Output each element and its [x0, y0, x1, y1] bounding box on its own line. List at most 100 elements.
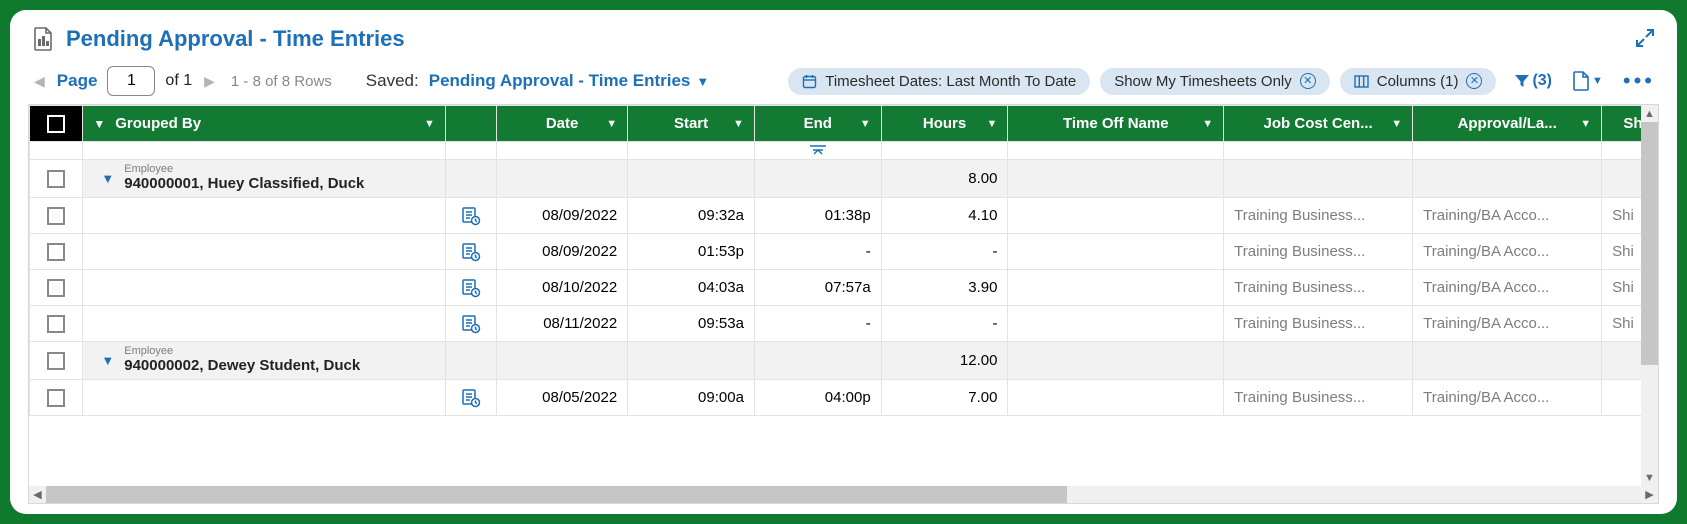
col-job[interactable]: Job Cost Cen...▼ [1224, 106, 1413, 142]
group-cell[interactable]: ▼ Employee940000001, Huey Classified, Duc… [83, 160, 445, 198]
cell-end: - [754, 306, 881, 342]
caret-down-icon: ▼ [1391, 118, 1402, 130]
cell-date: 08/11/2022 [496, 306, 627, 342]
row-checkbox[interactable] [30, 306, 83, 342]
cell-time-off [1008, 380, 1224, 416]
chip-dates-label: Timesheet Dates: Last Month To Date [825, 73, 1076, 90]
more-menu-icon[interactable]: ••• [1623, 68, 1655, 94]
chip-columns-remove-icon[interactable]: ✕ [1466, 73, 1482, 89]
row-checkbox[interactable] [30, 198, 83, 234]
row-checkbox[interactable] [30, 160, 83, 198]
cell-approval: Training/BA Acco... [1413, 198, 1602, 234]
cell-date: 08/05/2022 [496, 380, 627, 416]
timesheet-icon[interactable] [445, 198, 496, 234]
filter-button[interactable]: (3) [1514, 72, 1552, 90]
total-pages: 1 [183, 72, 192, 89]
row-checkbox[interactable] [30, 380, 83, 416]
chip-my-timesheets[interactable]: Show My Timesheets Only ✕ [1100, 68, 1330, 95]
page-input[interactable] [107, 66, 155, 96]
time-entries-table: ▼ Grouped By ▼ Date▼ Start▼ End▼ Hours▼ … [29, 105, 1658, 416]
employee-name: 940000002, Dewey Student, Duck [124, 357, 360, 375]
page-prev-icon[interactable]: ◀ [32, 73, 47, 90]
cell-job: Training Business... [1224, 234, 1413, 270]
chevron-down-icon: ▼ [1592, 75, 1603, 87]
caret-down-icon: ▼ [424, 118, 435, 130]
chevron-down-icon[interactable]: ▼ [101, 171, 114, 186]
col-end[interactable]: End▼ [754, 106, 881, 142]
employee-label: Employee [124, 164, 364, 175]
saved-view-dropdown[interactable]: Pending Approval - Time Entries ▼ [429, 71, 710, 91]
cell-start: 09:32a [628, 198, 755, 234]
page-label: Page [57, 71, 98, 91]
horizontal-scrollbar[interactable]: ◀▶ [29, 486, 1658, 503]
vertical-scrollbar[interactable]: ▲▼ [1641, 105, 1658, 486]
employee-label: Employee [124, 346, 360, 357]
timesheet-icon[interactable] [445, 380, 496, 416]
cell-end: 07:57a [754, 270, 881, 306]
col-grouped-by-label: Grouped By [115, 115, 201, 132]
cell-start: 04:03a [628, 270, 755, 306]
col-date[interactable]: Date▼ [496, 106, 627, 142]
cell-date: 08/10/2022 [496, 270, 627, 306]
cell-start: 09:53a [628, 306, 755, 342]
col-approval[interactable]: Approval/La...▼ [1413, 106, 1602, 142]
cell-end: 04:00p [754, 380, 881, 416]
chip-columns-label: Columns (1) [1377, 73, 1459, 90]
calendar-icon [802, 74, 817, 89]
expand-icon[interactable] [1635, 28, 1655, 53]
cell-time-off [1008, 306, 1224, 342]
timesheet-icon[interactable] [445, 234, 496, 270]
chip-mine-remove-icon[interactable]: ✕ [1300, 73, 1316, 89]
columns-icon [1354, 75, 1369, 88]
row-checkbox[interactable] [30, 234, 83, 270]
caret-down-icon: ▼ [987, 118, 998, 130]
cell-start: 01:53p [628, 234, 755, 270]
caret-down-icon: ▼ [1202, 118, 1213, 130]
timesheet-icon[interactable] [445, 270, 496, 306]
group-cell[interactable]: ▼ Employee940000002, Dewey Student, Duck [83, 342, 445, 380]
saved-view-name: Pending Approval - Time Entries [429, 71, 691, 91]
collapse-all-icon[interactable]: ▼ [93, 117, 105, 131]
col-time-off[interactable]: Time Off Name▼ [1008, 106, 1224, 142]
cell-end: 01:38p [754, 198, 881, 234]
filter-count: (3) [1532, 72, 1552, 90]
chip-columns[interactable]: Columns (1) ✕ [1340, 68, 1497, 95]
cell-hours: - [881, 234, 1008, 270]
caret-down-icon: ▼ [606, 118, 617, 130]
cell-approval: Training/BA Acco... [1413, 306, 1602, 342]
chevron-down-icon[interactable]: ▼ [101, 353, 114, 368]
timesheet-icon[interactable] [445, 306, 496, 342]
cell-job: Training Business... [1224, 198, 1413, 234]
cell-date: 08/09/2022 [496, 198, 627, 234]
cell-date: 08/09/2022 [496, 234, 627, 270]
col-grouped-by[interactable]: ▼ Grouped By ▼ [83, 106, 445, 142]
row-checkbox[interactable] [30, 270, 83, 306]
cell-approval: Training/BA Acco... [1413, 270, 1602, 306]
export-button[interactable]: ▼ [1572, 71, 1603, 91]
cell-job: Training Business... [1224, 270, 1413, 306]
sort-indicator-icon[interactable] [754, 142, 881, 160]
cell-approval: Training/BA Acco... [1413, 234, 1602, 270]
cell-hours: 7.00 [881, 380, 1008, 416]
caret-down-icon: ▼ [733, 118, 744, 130]
chip-timesheet-dates[interactable]: Timesheet Dates: Last Month To Date [788, 68, 1090, 95]
saved-label: Saved: [366, 71, 419, 91]
chip-mine-label: Show My Timesheets Only [1114, 73, 1292, 90]
cell-time-off [1008, 234, 1224, 270]
caret-down-icon: ▼ [860, 118, 871, 130]
group-hours-total: 12.00 [881, 342, 1008, 380]
caret-down-icon: ▼ [1580, 118, 1591, 130]
col-icon [445, 106, 496, 142]
select-all-header[interactable] [30, 106, 83, 142]
report-icon [32, 26, 54, 52]
col-start[interactable]: Start▼ [628, 106, 755, 142]
rows-range: 1 - 8 of 8 Rows [231, 73, 332, 90]
employee-name: 940000001, Huey Classified, Duck [124, 175, 364, 193]
cell-end: - [754, 234, 881, 270]
col-hours[interactable]: Hours▼ [881, 106, 1008, 142]
page-title: Pending Approval - Time Entries [66, 26, 405, 52]
cell-hours: 4.10 [881, 198, 1008, 234]
page-next-icon[interactable]: ▶ [202, 73, 217, 90]
row-checkbox[interactable] [30, 342, 83, 380]
group-hours-total: 8.00 [881, 160, 1008, 198]
